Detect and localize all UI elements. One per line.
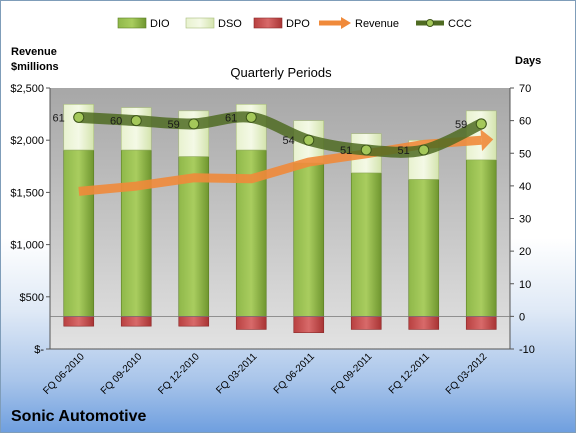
right-tick-label: 0: [519, 311, 525, 323]
ccc-point: [130, 115, 142, 127]
category-label: FQ 09-2010: [99, 351, 145, 397]
ccc-point: [245, 111, 257, 123]
legend-dio-swatch: [117, 17, 147, 29]
category-label: FQ 03-2012: [444, 351, 490, 397]
right-tick-label: 60: [519, 116, 531, 128]
ccc-data-label: 51: [398, 145, 410, 157]
legend-dso-swatch: [185, 17, 215, 29]
legend-label: DSO: [218, 18, 242, 30]
legend-label: CCC: [448, 18, 472, 30]
ccc-point: [303, 134, 315, 146]
left-tick-label: $1,500: [10, 187, 44, 199]
company-name: Sonic Automotive: [11, 408, 147, 425]
dso-bar: [235, 104, 267, 151]
category-label: FQ 12-2010: [156, 351, 202, 397]
chart-title: Quarterly Periods: [230, 65, 332, 80]
right-tick-label: 40: [519, 181, 531, 193]
ccc-point: [475, 118, 487, 130]
ccc-data-label: 61: [53, 112, 65, 124]
legend-ccc-marker: [426, 19, 434, 27]
dpo-bar: [63, 316, 95, 327]
left-tick-label: $500: [20, 292, 44, 304]
ccc-data-label: 61: [225, 112, 237, 124]
right-tick-label: 10: [519, 279, 531, 291]
left-tick-label: $2,500: [10, 83, 44, 95]
dpo-bar: [465, 316, 497, 330]
dpo-bar: [350, 316, 382, 330]
legend-label: Revenue: [355, 18, 399, 30]
dio-bar: [465, 159, 497, 317]
dio-bar: [293, 162, 325, 317]
category-label: FQ 03-2011: [214, 351, 259, 396]
dpo-bar: [293, 316, 325, 333]
right-tick-label: -10: [519, 344, 535, 356]
dio-bar: [408, 179, 440, 317]
ccc-point: [360, 144, 372, 156]
dio-bar: [63, 149, 95, 317]
ccc-point: [73, 111, 85, 123]
category-label: FQ 12-2011: [387, 351, 432, 396]
right-tick-label: 70: [519, 83, 531, 95]
legend-label: DPO: [286, 18, 310, 30]
legend-revenue-arrowhead: [341, 17, 351, 29]
right-tick-label: 20: [519, 246, 531, 258]
right-tick-label: 50: [519, 148, 531, 160]
right-tick-label: 30: [519, 214, 531, 226]
dio-bar: [120, 149, 152, 317]
ccc-point: [188, 118, 200, 130]
ccc-data-label: 59: [168, 119, 180, 131]
legend-dpo-swatch: [253, 17, 283, 29]
dpo-bar: [408, 316, 440, 330]
revenue-arrowhead: [480, 129, 494, 152]
legend-label: DIO: [150, 18, 170, 30]
dpo-bar: [235, 316, 267, 330]
ccc-point: [418, 144, 430, 156]
left-tick-label: $1,000: [10, 240, 44, 252]
revenue-line: [78, 135, 482, 196]
category-label: FQ 09-2011: [329, 351, 374, 396]
left-tick-label: $-: [34, 344, 44, 356]
category-label: FQ 06-2011: [272, 351, 317, 396]
category-label: FQ 06-2010: [41, 351, 87, 397]
ccc-data-label: 51: [340, 145, 352, 157]
left-axis-title-line2: $millions: [11, 61, 59, 73]
ccc-data-label: 54: [283, 135, 295, 147]
dso-bar: [120, 107, 152, 151]
dpo-bar: [120, 316, 152, 327]
dio-bar: [350, 172, 382, 317]
left-tick-label: $2,000: [10, 135, 44, 147]
dso-bar: [63, 104, 95, 151]
left-axis-title-line1: Revenue: [11, 46, 57, 58]
right-axis-title: Days: [515, 55, 541, 67]
ccc-data-label: 60: [110, 116, 122, 128]
ccc-data-label: 59: [455, 119, 467, 131]
dpo-bar: [178, 316, 210, 327]
